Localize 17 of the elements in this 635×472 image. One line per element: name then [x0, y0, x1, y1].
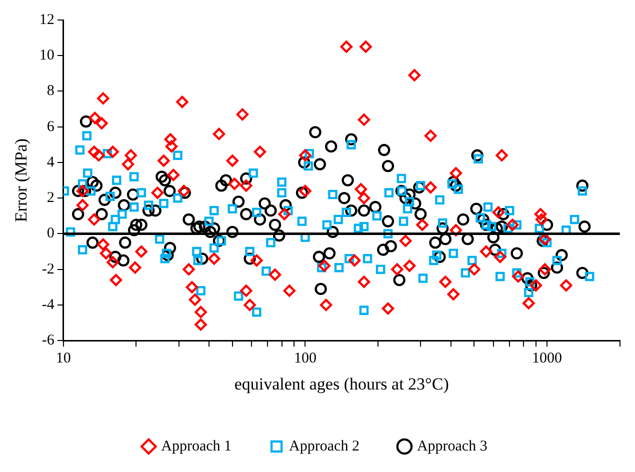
y-tick-label: 12 [39, 12, 54, 28]
y-tick-label: -4 [42, 296, 55, 313]
legend-label: Approach 1 [161, 438, 232, 454]
y-tick-label: 0 [46, 226, 54, 242]
y-axis-title: Error (MPa) [12, 138, 31, 222]
y-tick-label: 6 [46, 118, 55, 135]
y-tick-label: -6 [42, 332, 55, 349]
y-tick-label: 8 [46, 83, 54, 100]
y-tick-label: 2 [46, 190, 54, 206]
x-tick-label: 100 [294, 350, 316, 367]
x-tick-label: 1000 [532, 350, 562, 367]
x-axis-title: equivalent ages (hours at 23°C) [234, 374, 449, 394]
legend-label: Approach 2 [289, 438, 360, 454]
y-tick-label: 4 [46, 154, 55, 170]
legend-label: Approach 3 [416, 438, 488, 454]
y-tick-label: -2 [42, 261, 54, 278]
y-tick-label: 10 [39, 48, 54, 64]
